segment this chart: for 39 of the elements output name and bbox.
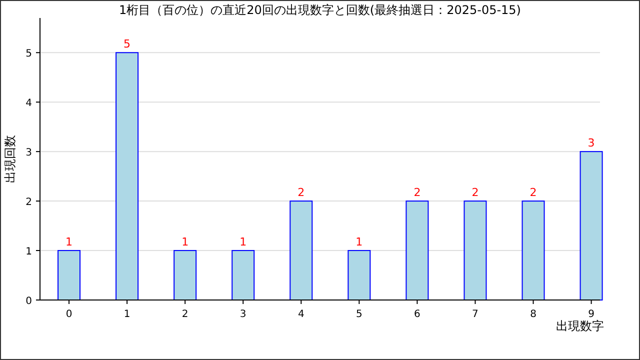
y-tick-label: 1 (26, 246, 32, 258)
y-axis-title: 出現回数 (3, 135, 17, 183)
data-label: 2 (414, 186, 421, 200)
data-label: 2 (472, 186, 479, 200)
bar (290, 200, 313, 300)
bar (580, 151, 603, 300)
y-tick-label: 2 (26, 197, 32, 208)
data-label: 2 (530, 186, 537, 200)
bar (174, 250, 197, 300)
chart-title: 1桁目（百の位）の直近20回の出現数字と回数(最終抽選日：2025-05-15) (118, 3, 522, 17)
x-tick-label: 9 (588, 309, 594, 320)
data-label: 1 (66, 236, 73, 249)
data-label: 2 (298, 186, 305, 200)
x-tick-label: 0 (66, 309, 72, 320)
bar (464, 200, 487, 300)
x-tick-label: 5 (356, 309, 362, 320)
data-label: 1 (182, 236, 189, 249)
bar (232, 250, 255, 300)
bar (406, 200, 429, 300)
x-tick-label: 8 (530, 309, 536, 320)
x-tick-label: 7 (472, 309, 478, 320)
y-tick-label: 3 (26, 148, 32, 159)
data-label: 1 (356, 236, 363, 249)
data-label: 3 (588, 136, 595, 150)
y-tick-label: 4 (26, 98, 32, 110)
y-tick-label: 0 (26, 296, 32, 307)
x-tick-label: 2 (182, 309, 188, 320)
bar (58, 250, 81, 300)
x-tick-label: 6 (414, 309, 420, 320)
x-tick-label: 1 (124, 309, 130, 320)
bar (348, 250, 371, 300)
x-axis-title: 出現数字 (556, 319, 604, 333)
data-label: 5 (124, 38, 131, 51)
bar (522, 200, 545, 300)
bar (116, 52, 139, 300)
x-tick-label: 4 (298, 309, 304, 320)
data-label: 1 (240, 236, 247, 249)
y-tick-label: 5 (26, 48, 32, 60)
x-tick-label: 3 (240, 309, 246, 320)
